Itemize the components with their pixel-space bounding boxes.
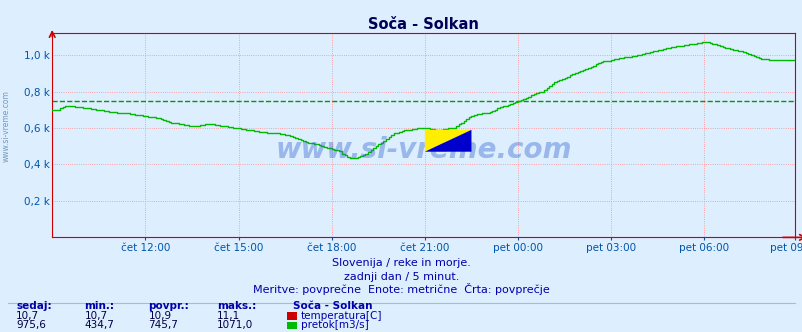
Text: Meritve: povprečne  Enote: metrične  Črta: povprečje: Meritve: povprečne Enote: metrične Črta:…: [253, 284, 549, 295]
Text: 434,7: 434,7: [84, 320, 114, 330]
Text: 10,7: 10,7: [84, 311, 107, 321]
Text: 11,1: 11,1: [217, 311, 240, 321]
Text: 10,9: 10,9: [148, 311, 172, 321]
Text: 975,6: 975,6: [16, 320, 46, 330]
Text: 10,7: 10,7: [16, 311, 39, 321]
Text: www.si-vreme.com: www.si-vreme.com: [2, 90, 11, 162]
Text: temperatura[C]: temperatura[C]: [301, 311, 382, 321]
Title: Soča - Solkan: Soča - Solkan: [367, 17, 479, 32]
Text: zadnji dan / 5 minut.: zadnji dan / 5 minut.: [343, 272, 459, 282]
Polygon shape: [424, 130, 471, 152]
Text: pretok[m3/s]: pretok[m3/s]: [301, 320, 368, 330]
Text: Soča - Solkan: Soča - Solkan: [293, 301, 372, 311]
Text: min.:: min.:: [84, 301, 114, 311]
Text: povpr.:: povpr.:: [148, 301, 189, 311]
Text: Slovenija / reke in morje.: Slovenija / reke in morje.: [332, 258, 470, 268]
Text: sedaj:: sedaj:: [16, 301, 51, 311]
Text: 745,7: 745,7: [148, 320, 178, 330]
Text: maks.:: maks.:: [217, 301, 256, 311]
Text: 1071,0: 1071,0: [217, 320, 253, 330]
Polygon shape: [424, 130, 471, 152]
Text: www.si-vreme.com: www.si-vreme.com: [275, 135, 571, 164]
